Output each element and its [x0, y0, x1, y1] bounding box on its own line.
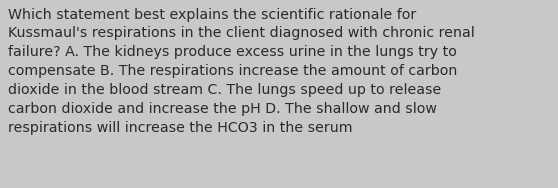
- Text: Which statement best explains the scientific rationale for
Kussmaul's respiratio: Which statement best explains the scient…: [8, 8, 474, 135]
